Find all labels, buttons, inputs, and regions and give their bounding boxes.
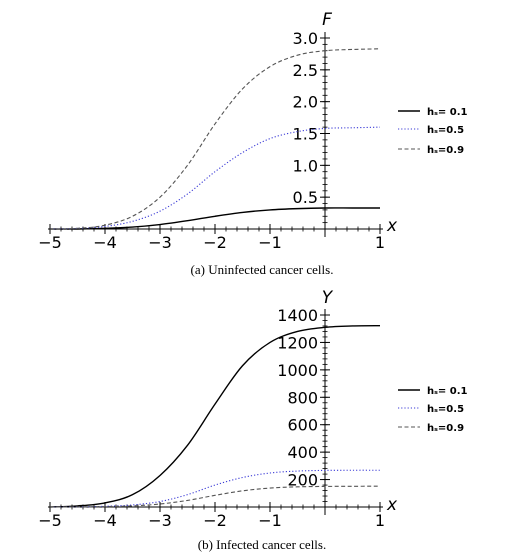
- x-tick-label: −5: [38, 233, 62, 252]
- y-tick-label: 200: [287, 471, 318, 490]
- x-tick-label: −4: [93, 233, 117, 252]
- y-tick-label: 1000: [277, 361, 318, 380]
- series-line-solid: [49, 207, 380, 230]
- y-tick-label: 1.0: [293, 156, 318, 175]
- x-tick-label: 1: [375, 233, 385, 252]
- y-tick-label: 1400: [277, 306, 318, 325]
- legend-label: hₛ= 0.1: [427, 386, 468, 397]
- series-line-solid: [49, 325, 381, 508]
- figure-caption: (b) Infected cancer cells.: [198, 537, 326, 552]
- legend-label: hₛ=0.9: [427, 145, 464, 156]
- chart-a: −5 −4 −3 −2 −1 1 0.5 1.0 1.5 2.0 2.5 3.0Fx hₛ= 0.1 hₛ…: [38, 10, 467, 277]
- y-tick-label: 3.0: [293, 29, 318, 48]
- x-tick-label: 1: [375, 511, 385, 530]
- y-tick-label: 2.5: [293, 61, 318, 80]
- legend-label: hₛ= 0.1: [427, 107, 468, 118]
- y-tick-label: 800: [287, 388, 318, 407]
- y-tick-label: 2.0: [293, 93, 318, 112]
- x-tick-label: −1: [258, 511, 282, 530]
- series-line-dotted: [49, 469, 381, 508]
- x-axis-label: x: [386, 216, 398, 236]
- series-line-dotted: [49, 126, 381, 230]
- y-tick-label: 1200: [277, 333, 318, 352]
- legend-label: hₛ=0.5: [427, 125, 464, 136]
- legend-label: hₛ=0.5: [427, 404, 464, 415]
- x-tick-label: −2: [203, 511, 227, 530]
- y-axis-label: Y: [322, 288, 334, 308]
- x-tick-label: −3: [148, 233, 172, 252]
- x-tick-label: −2: [203, 233, 227, 252]
- x-tick-label: −1: [258, 233, 282, 252]
- x-tick-label: −3: [148, 511, 172, 530]
- y-tick-label: 1.5: [293, 125, 318, 144]
- y-axis-label: F: [322, 10, 332, 30]
- legend-label: hₛ=0.9: [427, 423, 464, 434]
- y-tick-label: 0.5: [293, 188, 318, 207]
- figure-caption: (a) Uninfected cancer cells.: [191, 262, 334, 277]
- y-tick-label: 400: [287, 443, 318, 462]
- x-axis-label: x: [386, 495, 398, 515]
- x-tick-label: −4: [93, 511, 117, 530]
- series-line-dashed: [49, 48, 381, 230]
- series-line-dashed: [49, 485, 381, 508]
- chart-b: −5 −4 −3 −2 −1 1200400600800100012001400Yxhₛ=…: [38, 288, 467, 552]
- x-tick-label: −5: [38, 511, 62, 530]
- y-tick-label: 600: [287, 416, 318, 435]
